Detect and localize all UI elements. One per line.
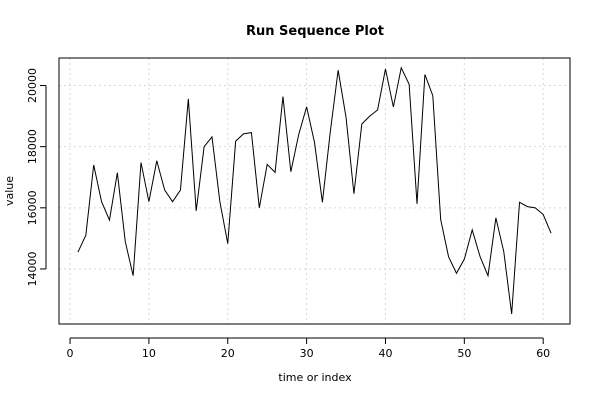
- grid: [59, 58, 570, 324]
- y-axis: 14000 16000 18000 20000: [26, 68, 47, 286]
- y-tick-label: 18000: [26, 129, 39, 164]
- series-line: [77, 66, 552, 314]
- x-tick-label: 40: [378, 347, 392, 360]
- x-tick-label: 20: [221, 347, 235, 360]
- x-tick-label: 50: [457, 347, 471, 360]
- x-axis: 0 10 20 30 40 50 60: [67, 337, 550, 360]
- y-tick-label: 20000: [26, 68, 39, 103]
- x-tick-label: 0: [67, 347, 74, 360]
- x-tick-label: 60: [536, 347, 550, 360]
- x-tick-label: 30: [300, 347, 314, 360]
- y-tick-label: 14000: [26, 251, 39, 286]
- chart-title: Run Sequence Plot: [246, 24, 384, 39]
- x-axis-label: time or index: [278, 371, 352, 384]
- x-tick-label: 10: [142, 347, 156, 360]
- plot-frame: [58, 57, 571, 325]
- y-axis-label: value: [3, 176, 16, 206]
- y-tick-label: 16000: [26, 190, 39, 225]
